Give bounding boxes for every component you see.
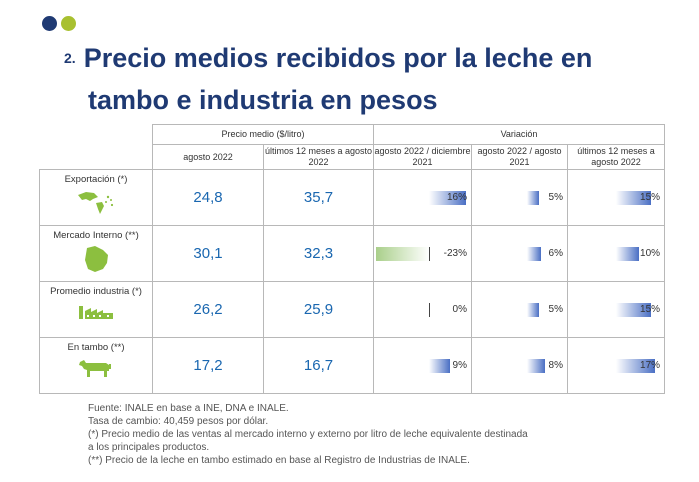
var-cell: 15% [566, 281, 666, 338]
variation-percent: 15% [640, 303, 661, 315]
header-variacion: Variación [372, 124, 666, 145]
var-cell: 5% [471, 169, 568, 226]
price-table: Precio medio ($/litro) Variación agosto … [39, 124, 666, 394]
table-row: En tambo (**) 17,2 16,7 9% 8% 17% [39, 337, 666, 394]
var-cell: 9% [373, 337, 472, 394]
variation-percent: 0% [452, 303, 467, 315]
variation-bar [527, 358, 546, 373]
section-number: 2. [64, 50, 76, 67]
variation-percent: 10% [640, 247, 661, 259]
green-dot [61, 16, 76, 31]
var-cell: 0% [373, 281, 472, 338]
row-label: Mercado Interno (**) [53, 230, 139, 241]
footnotes: Fuente: INALE en base a INE, DNA e INALE… [88, 402, 668, 467]
note-source: Fuente: INALE en base a INE, DNA e INALE… [88, 403, 289, 414]
uruguay-map-icon [85, 246, 108, 272]
variation-percent: 8% [548, 359, 563, 371]
col-header-agosto-2022: agosto 2022 [152, 144, 264, 170]
variation-percent: 5% [548, 191, 563, 203]
zero-axis-line [429, 246, 430, 261]
row-label-cell: En tambo (**) [39, 337, 153, 394]
row-label-cell: Exportación (*) [39, 169, 153, 226]
note-asterisk-1: (*) Precio medio de las ventas al mercad… [88, 429, 528, 440]
row-label: En tambo (**) [67, 342, 125, 353]
note-asterisk-1-cont: a los principales productos. [88, 442, 210, 453]
precio-agosto-value: 17,2 [152, 337, 264, 394]
var-cell: 5% [471, 281, 568, 338]
var-cell: 10% [566, 225, 666, 282]
variation-bar [429, 358, 450, 373]
var-cell: 8% [471, 337, 568, 394]
variation-bar [429, 190, 466, 205]
page-title: 2. Precio medios recibidos por la leche e… [64, 38, 684, 121]
precio-agosto-value: 26,2 [152, 281, 264, 338]
factory-icon [79, 306, 113, 319]
row-label: Exportación (*) [64, 174, 128, 185]
cow-icon [79, 360, 111, 377]
table-row: Exportación (*) 24,8 35,7 16% 5% 15% [39, 169, 666, 226]
header-precio-medio: Precio medio ($/litro) [152, 124, 374, 145]
variation-bar [616, 302, 651, 317]
table-row: Mercado Interno (**) 30,1 32,3 -23% 6% 1… [39, 225, 666, 282]
precio-agosto-value: 30,1 [152, 225, 264, 282]
variation-bar [527, 246, 541, 261]
variation-bar [616, 246, 639, 261]
var-cell: 17% [566, 337, 666, 394]
precio-12m-value: 35,7 [263, 169, 374, 226]
decorative-dots [42, 16, 76, 31]
var-cell: 16% [373, 169, 472, 226]
col-header-var-dic-2021: agosto 2022 / diciembre 2021 [373, 144, 472, 170]
var-cell: -23% [373, 225, 472, 282]
navy-dot [42, 16, 57, 31]
variation-percent: -23% [443, 247, 467, 259]
title-line-1: Precio medios recibidos por la leche en [83, 43, 593, 73]
variation-bar [376, 246, 429, 261]
col-header-var-12-meses: últimos 12 meses a agosto 2022 [566, 144, 666, 170]
row-label-cell: Promedio industria (*) [39, 281, 153, 338]
precio-agosto-value: 24,8 [152, 169, 264, 226]
zero-axis-line [429, 302, 430, 317]
title-line-2: tambo e industria en pesos [88, 85, 438, 116]
variation-bar [616, 358, 656, 373]
variation-percent: 15% [640, 191, 661, 203]
variation-percent: 17% [640, 359, 661, 371]
variation-bar [616, 190, 651, 205]
col-header-ultimos-12-meses: últimos 12 meses a agosto 2022 [263, 144, 374, 170]
world-map-americas-icon [78, 192, 114, 214]
row-label: Promedio industria (*) [50, 286, 142, 297]
var-cell: 6% [471, 225, 568, 282]
variation-percent: 16% [446, 191, 467, 203]
precio-12m-value: 25,9 [263, 281, 374, 338]
table-row: Promedio industria (*) 26,2 25,9 0% 5% 1… [39, 281, 666, 338]
var-cell: 15% [566, 169, 666, 226]
variation-bar [527, 190, 539, 205]
row-label-cell: Mercado Interno (**) [39, 225, 153, 282]
precio-12m-value: 16,7 [263, 337, 374, 394]
col-header-var-ago-2021: agosto 2022 / agosto 2021 [471, 144, 568, 170]
precio-12m-value: 32,3 [263, 225, 374, 282]
variation-percent: 5% [548, 303, 563, 315]
variation-percent: 9% [452, 359, 467, 371]
note-exchange-rate: Tasa de cambio: 40,459 pesos por dólar. [88, 416, 269, 427]
variation-percent: 6% [548, 247, 563, 259]
variation-bar [527, 302, 539, 317]
note-asterisk-2: (**) Precio de la leche en tambo estimad… [88, 455, 470, 466]
